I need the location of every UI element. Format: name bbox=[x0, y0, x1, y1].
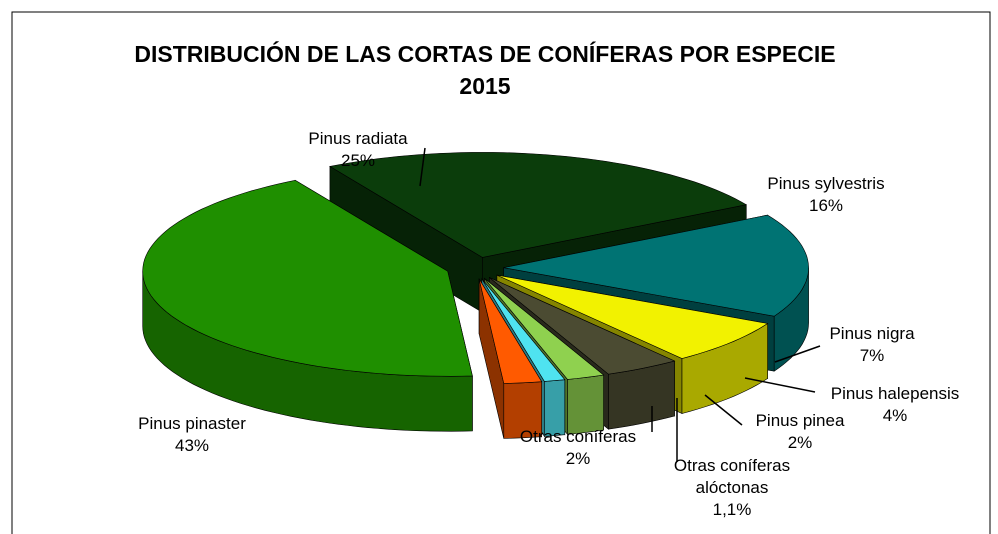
slice bbox=[503, 214, 809, 317]
value-label: 43% bbox=[174, 436, 210, 455]
value-label: 2% bbox=[565, 449, 591, 468]
data-label: Pinus pinaster 43% bbox=[112, 413, 272, 457]
category-label: Pinus sylvestris bbox=[767, 174, 885, 193]
leader-line bbox=[704, 394, 743, 426]
data-label: Pinus nigra 7% bbox=[802, 323, 942, 367]
leader-line bbox=[419, 147, 426, 187]
slice bbox=[484, 278, 605, 380]
slice bbox=[329, 152, 748, 258]
slice bbox=[489, 277, 676, 375]
slice bbox=[496, 274, 769, 359]
data-label: Pinus sylvestris 16% bbox=[746, 173, 906, 217]
data-label: Otras coníferas 2% bbox=[503, 426, 653, 470]
category-label: Pinus halepensis bbox=[830, 384, 960, 403]
slice bbox=[478, 278, 543, 384]
data-label: Pinus halepensis 4% bbox=[810, 383, 980, 427]
data-label: Pinus pinea 2% bbox=[730, 410, 870, 454]
category-label: Otras coníferas alóctonas bbox=[673, 456, 791, 497]
value-label: 4% bbox=[882, 406, 908, 425]
value-label: 16% bbox=[808, 196, 844, 215]
category-label: Pinus pinaster bbox=[138, 414, 246, 433]
chart-border bbox=[11, 11, 991, 534]
category-label: Pinus radiata bbox=[308, 129, 408, 148]
value-label: 7% bbox=[859, 346, 885, 365]
category-label: Pinus nigra bbox=[829, 324, 915, 343]
value-label: 2% bbox=[787, 433, 813, 452]
value-label: 1,1% bbox=[712, 500, 752, 519]
data-label: Pinus radiata 25% bbox=[283, 128, 433, 172]
category-label: Pinus pinea bbox=[755, 411, 845, 430]
data-label: Otras coníferas alóctonas 1,1% bbox=[657, 455, 807, 521]
value-label: 25% bbox=[340, 151, 376, 170]
chart-title: DISTRIBUCIÓN DE LAS CORTAS DE CONÍFERAS … bbox=[134, 41, 836, 99]
slice bbox=[481, 278, 566, 382]
slice bbox=[142, 179, 473, 377]
leader-line bbox=[744, 377, 816, 393]
category-label: Otras coníferas bbox=[519, 427, 637, 446]
leader-line bbox=[774, 345, 821, 363]
